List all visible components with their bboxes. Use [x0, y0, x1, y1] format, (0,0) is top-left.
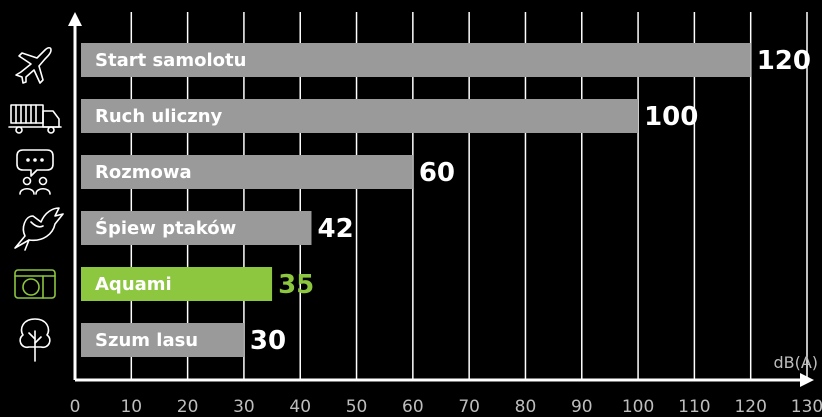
bar-value-label: 100: [644, 102, 698, 132]
bars: Start samolotu 120 Ruch uliczny 100 Rozmowa 6…: [81, 43, 811, 357]
bar-value-label: 120: [757, 46, 811, 76]
x-tick-label: 120: [734, 397, 766, 417]
airplane-icon: [15, 46, 52, 84]
x-tick-label: 50: [346, 397, 368, 417]
bar-category-label: Szum lasu: [95, 330, 198, 351]
bar-category-label: Rozmowa: [95, 162, 192, 183]
bar-category-label: Ruch uliczny: [95, 106, 223, 127]
x-tick-label: 10: [120, 397, 142, 417]
bar: [81, 267, 273, 301]
bar-value-label: 42: [317, 214, 353, 244]
bar: [81, 43, 751, 77]
x-tick-label: 0: [70, 397, 81, 417]
bar-value-label: 60: [419, 158, 455, 188]
x-tick-label: 80: [515, 397, 537, 417]
x-axis-unit-label: dB(A): [773, 353, 818, 372]
x-tick-label: 40: [289, 397, 311, 417]
bar-value-label: 35: [278, 270, 314, 300]
conversation-icon: [16, 149, 54, 195]
truck-icon: [8, 104, 62, 134]
x-tick-label: 20: [177, 397, 199, 417]
y-axis-arrow: [68, 12, 82, 26]
x-tick-label: 130: [791, 397, 822, 417]
x-tick-labels: 0 10 20 30 40 50 60 70 80 90 100 110 120 130: [70, 397, 822, 417]
x-tick-label: 100: [622, 397, 654, 417]
bar: [81, 99, 639, 133]
bar-category-label: Aquami: [95, 274, 172, 295]
bar-category-label: Śpiew ptaków: [95, 217, 236, 239]
x-tick-label: 90: [571, 397, 593, 417]
x-tick-label: 30: [233, 397, 255, 417]
bar: [81, 323, 244, 357]
bird-icon: [14, 207, 64, 251]
x-axis-arrow: [800, 373, 814, 387]
aquami-device-icon: [14, 269, 56, 299]
bar: [81, 211, 312, 245]
x-tick-label: 70: [458, 397, 480, 417]
x-tick-label: 110: [678, 397, 710, 417]
bar: [81, 155, 413, 189]
bar-category-label: Start samolotu: [95, 50, 246, 71]
axes: dB(A): [68, 12, 818, 387]
tree-icon: [19, 318, 51, 362]
bar-value-label: 30: [250, 326, 286, 356]
x-tick-label: 60: [402, 397, 424, 417]
